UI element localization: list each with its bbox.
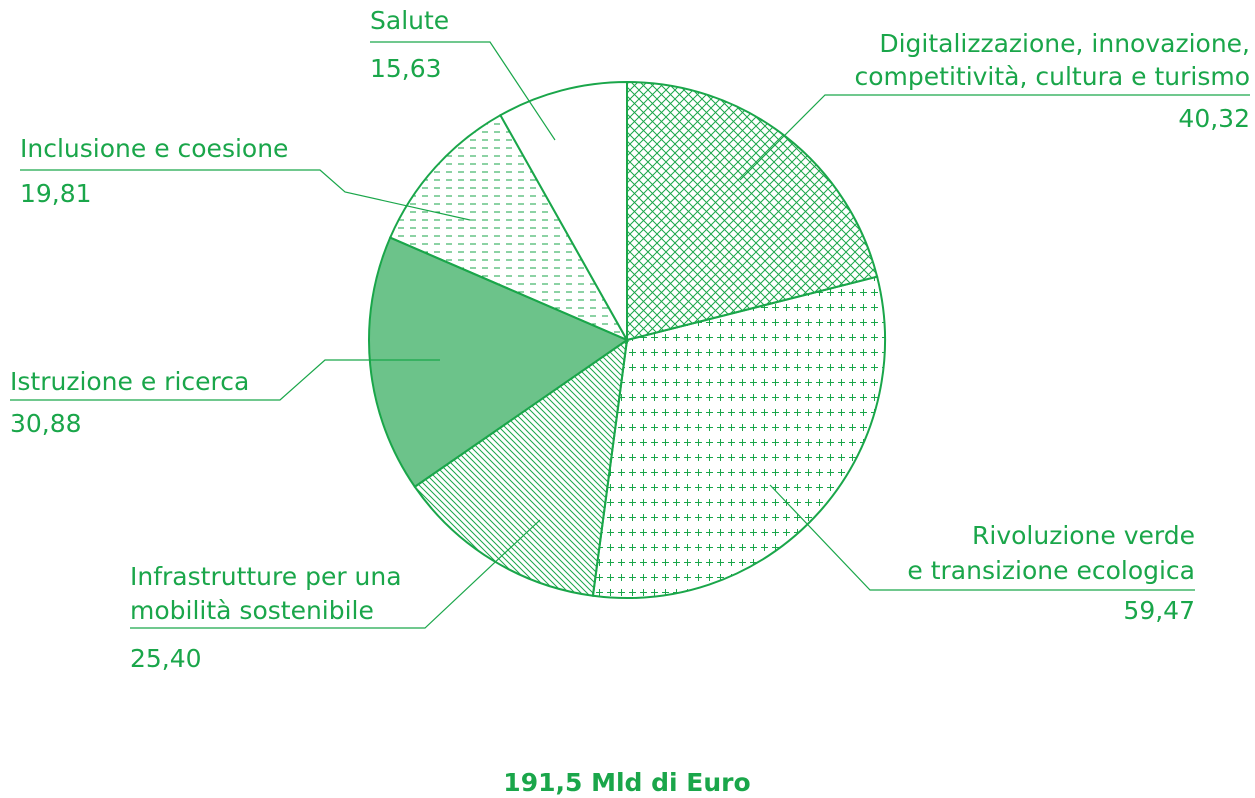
pie-slice bbox=[626, 80, 879, 342]
leader-line bbox=[20, 169, 471, 221]
slice-label: e transizione ecologica bbox=[907, 556, 1195, 585]
pie-slice bbox=[413, 337, 629, 597]
pie-slice bbox=[388, 113, 630, 343]
slice-label: Salute bbox=[370, 6, 449, 35]
value-label: 30,88 bbox=[10, 409, 82, 438]
leader-line bbox=[10, 359, 440, 401]
slice-label: Infrastrutture per una bbox=[130, 562, 402, 591]
slice-label: Istruzione e ricerca bbox=[10, 367, 249, 396]
value-label: 15,63 bbox=[370, 54, 442, 83]
slice-label: mobilità sostenibile bbox=[130, 596, 374, 625]
total-label: 191,5 Mld di Euro bbox=[503, 768, 750, 797]
value-label: 59,47 bbox=[1123, 596, 1195, 625]
slice-label: competitività, cultura e turismo bbox=[855, 62, 1251, 91]
slice-label: Inclusione e coesione bbox=[20, 134, 288, 163]
pie-slice bbox=[591, 275, 886, 599]
leader-line bbox=[130, 519, 541, 629]
value-label: 25,40 bbox=[130, 644, 202, 673]
slice-label: Rivoluzione verde bbox=[972, 521, 1195, 550]
value-label: 40,32 bbox=[1178, 104, 1250, 133]
leader-line bbox=[370, 41, 556, 141]
value-label: 19,81 bbox=[20, 179, 92, 208]
leader-line bbox=[739, 94, 1250, 181]
pie-slice bbox=[499, 80, 628, 344]
leader-line bbox=[769, 484, 1195, 591]
slice-label: Digitalizzazione, innovazione, bbox=[879, 29, 1250, 58]
pie-slice bbox=[368, 236, 630, 489]
